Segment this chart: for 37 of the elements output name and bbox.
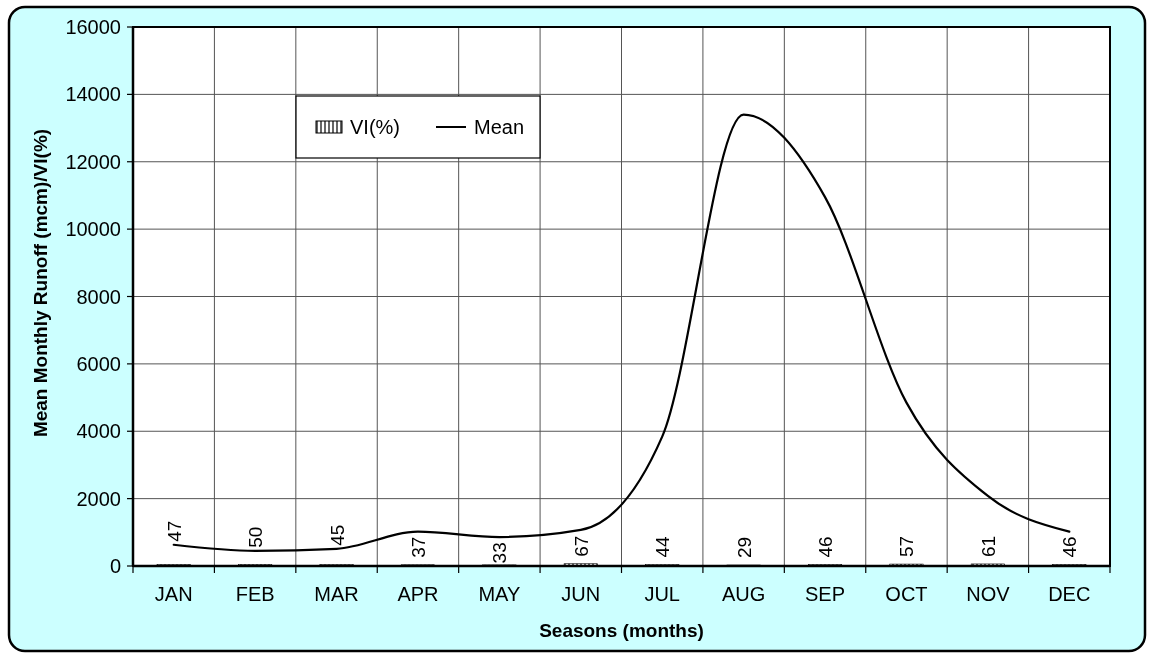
data-label: 44 bbox=[651, 535, 673, 558]
legend-label: Mean bbox=[474, 116, 525, 138]
y-tick-label: 6000 bbox=[76, 352, 121, 375]
legend-label: VI(%) bbox=[350, 116, 400, 138]
x-tick-label: APR bbox=[397, 583, 439, 605]
x-tick-label: JAN bbox=[154, 583, 193, 605]
x-tick-label: JUN bbox=[561, 583, 601, 605]
data-label: 57 bbox=[895, 535, 917, 558]
x-tick-label: OCT bbox=[885, 583, 928, 605]
data-label: 37 bbox=[407, 536, 429, 558]
data-label: 47 bbox=[163, 520, 185, 542]
x-tick-label: FEB bbox=[235, 583, 275, 605]
x-tick-label: DEC bbox=[1048, 583, 1091, 605]
y-tick-label: 10000 bbox=[65, 218, 121, 241]
y-tick-label: 8000 bbox=[76, 285, 121, 308]
y-tick-label: 0 bbox=[109, 555, 121, 577]
y-tick-label: 16000 bbox=[65, 16, 121, 38]
x-tick-label: SEP bbox=[805, 583, 846, 605]
y-tick-label: 2000 bbox=[76, 487, 121, 510]
y-tick-label: 4000 bbox=[76, 420, 121, 443]
data-label: 61 bbox=[977, 535, 999, 557]
y-tick-label: 12000 bbox=[65, 150, 121, 173]
data-label: 46 bbox=[1058, 536, 1080, 558]
x-tick-label: MAY bbox=[478, 583, 521, 605]
y-axis-title: Mean Monthly Runoff (mcm)/VI(%) bbox=[29, 128, 51, 438]
data-label: 45 bbox=[326, 524, 348, 546]
data-label: 29 bbox=[733, 536, 755, 559]
data-label: 50 bbox=[244, 526, 266, 548]
data-label: 33 bbox=[488, 542, 510, 564]
x-axis-title: Seasons (months) bbox=[539, 619, 704, 641]
x-tick-label: JUL bbox=[644, 583, 680, 605]
data-label: 67 bbox=[570, 535, 592, 557]
x-tick-label: NOV bbox=[966, 583, 1011, 605]
x-tick-label: MAR bbox=[314, 583, 359, 605]
y-tick-label: 14000 bbox=[65, 83, 121, 106]
data-label: 46 bbox=[814, 536, 836, 558]
x-tick-label: AUG bbox=[721, 583, 766, 605]
